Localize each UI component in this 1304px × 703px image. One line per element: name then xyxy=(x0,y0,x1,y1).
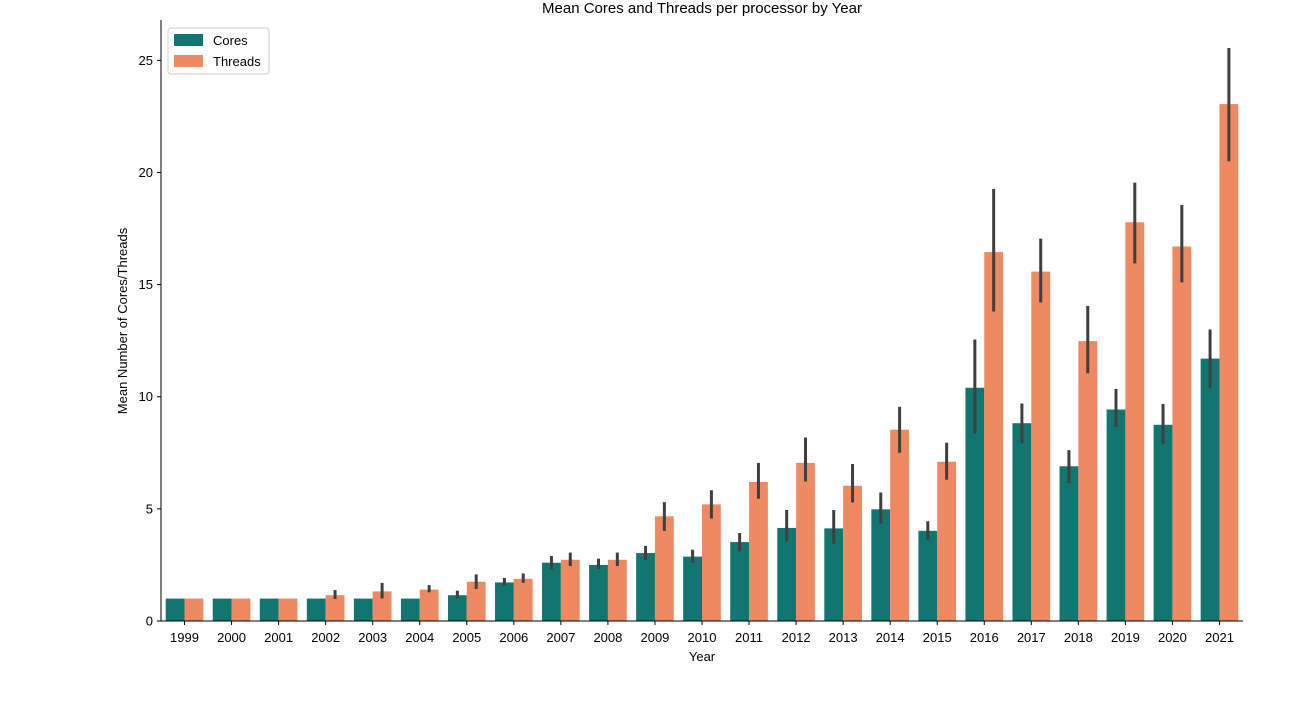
axes-layer: 0 5 10 15 20 25 1999 2000 2001 2002 2003 2004 2005 20… xyxy=(139,20,1243,645)
legend: Cores Threads xyxy=(167,27,270,75)
legend-label-threads: Threads xyxy=(213,54,261,69)
threads-bar-2008 xyxy=(607,559,627,621)
x-tick-label-2006: 2006 xyxy=(499,630,528,645)
x-axis-label: Year xyxy=(689,649,716,664)
x-tick-label-2001: 2001 xyxy=(264,630,293,645)
x-tick-label-2017: 2017 xyxy=(1017,630,1046,645)
cores-bar-2011 xyxy=(730,542,750,621)
threads-bar-1999 xyxy=(184,598,204,621)
y-tick-label-5: 5 xyxy=(146,501,153,516)
x-tick-label-2020: 2020 xyxy=(1158,630,1187,645)
threads-bar-2007 xyxy=(560,559,580,621)
cores-bar-2005 xyxy=(447,595,467,621)
cores-bar-2002 xyxy=(306,598,326,621)
cores-bar-2008 xyxy=(589,564,608,621)
threads-bar-2016 xyxy=(984,252,1004,622)
x-tick-label-2019: 2019 xyxy=(1111,630,1140,645)
legend-label-cores: Cores xyxy=(213,33,248,48)
cores-bar-2012 xyxy=(777,527,797,621)
cores-bar-2001 xyxy=(259,598,279,621)
threads-bar-2018 xyxy=(1078,341,1098,621)
threads-bar-2011 xyxy=(749,481,768,621)
x-tick-label-2021: 2021 xyxy=(1205,630,1234,645)
x-tick-label-2008: 2008 xyxy=(593,630,622,645)
x-tick-label-2004: 2004 xyxy=(405,630,434,645)
x-tick-label-2002: 2002 xyxy=(311,630,340,645)
y-tick-label-10: 10 xyxy=(139,389,153,404)
cores-bar-2015 xyxy=(918,530,938,621)
threads-bar-2013 xyxy=(843,485,862,621)
x-tick-label-2011: 2011 xyxy=(735,630,763,645)
threads-bar-2015 xyxy=(937,461,957,621)
threads-bar-2017 xyxy=(1031,271,1051,621)
error-bars-layer xyxy=(333,48,1231,600)
cores-bar-2014 xyxy=(871,509,891,621)
x-tick-label-2005: 2005 xyxy=(452,630,481,645)
threads-bar-2003 xyxy=(372,591,392,621)
cores-bar-2009 xyxy=(636,553,655,621)
y-tick-label-0: 0 xyxy=(146,614,153,629)
chart-title: Mean Cores and Threads per processor by … xyxy=(542,0,862,17)
cores-bar-2003 xyxy=(353,598,373,621)
cores-bar-2019 xyxy=(1106,409,1126,621)
y-tick-label-15: 15 xyxy=(139,277,153,292)
threads-bar-2021 xyxy=(1219,104,1239,621)
y-axis-label: Mean Number of Cores/Threads xyxy=(115,227,130,414)
threads-bar-2012 xyxy=(796,462,815,621)
threads-bar-2000 xyxy=(231,598,251,621)
x-tick-label-2003: 2003 xyxy=(358,630,387,645)
cores-bar-2006 xyxy=(495,582,514,621)
cores-bar-1999 xyxy=(165,598,185,621)
x-tick-label-2013: 2013 xyxy=(829,630,858,645)
cores-bar-2007 xyxy=(542,562,561,621)
y-tick-label-20: 20 xyxy=(139,165,153,180)
threads-bar-2010 xyxy=(702,504,721,621)
x-tick-label-2018: 2018 xyxy=(1064,630,1093,645)
cores-bar-2017 xyxy=(1012,423,1032,621)
cores-bar-2016 xyxy=(965,387,985,621)
threads-bar-2020 xyxy=(1172,246,1192,621)
x-tick-label-2016: 2016 xyxy=(970,630,999,645)
x-tick-label-2012: 2012 xyxy=(782,630,811,645)
legend-swatch-threads xyxy=(174,55,203,67)
x-tick-label-2014: 2014 xyxy=(876,630,905,645)
cores-bar-2018 xyxy=(1059,466,1079,621)
y-tick-label-25: 25 xyxy=(139,53,153,68)
bars-layer xyxy=(165,104,1239,622)
legend-swatch-cores xyxy=(174,34,203,46)
cores-bar-2010 xyxy=(683,556,702,621)
cores-bar-2021 xyxy=(1200,358,1220,621)
threads-bar-2004 xyxy=(419,589,439,621)
cores-bar-2020 xyxy=(1153,424,1173,621)
threads-bar-2005 xyxy=(466,581,486,621)
x-tick-label-2000: 2000 xyxy=(217,630,246,645)
threads-bar-2009 xyxy=(654,516,674,621)
x-tick-label-2009: 2009 xyxy=(640,630,669,645)
x-tick-label-2015: 2015 xyxy=(923,630,952,645)
cores-bar-2013 xyxy=(824,528,844,621)
cores-bar-2000 xyxy=(212,598,232,621)
cores-bar-2004 xyxy=(400,598,420,621)
x-tick-label-1999: 1999 xyxy=(170,630,199,645)
threads-bar-2014 xyxy=(890,429,909,621)
threads-bar-2019 xyxy=(1125,222,1145,622)
x-tick-label-2010: 2010 xyxy=(688,630,717,645)
threads-bar-2001 xyxy=(278,598,298,621)
threads-bar-2002 xyxy=(325,595,345,621)
x-tick-label-2007: 2007 xyxy=(546,630,575,645)
threads-bar-2006 xyxy=(513,578,533,621)
